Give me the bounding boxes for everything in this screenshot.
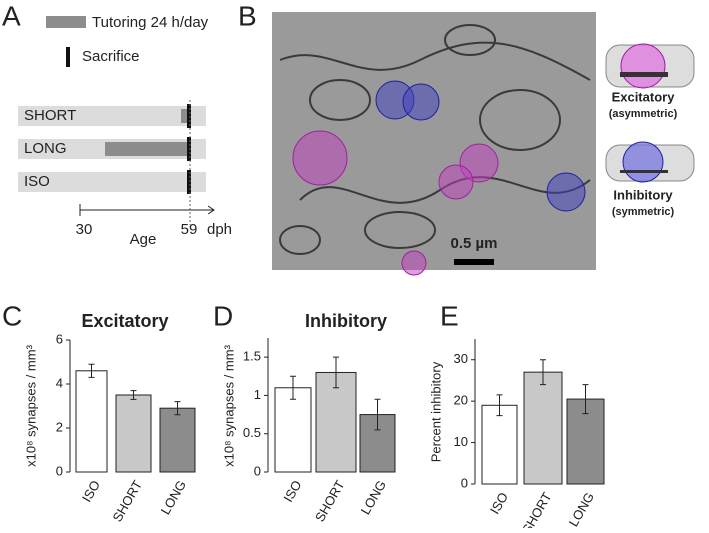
error-bar bbox=[540, 359, 546, 386]
y-tick-label: 4 bbox=[56, 375, 63, 390]
scale-bar bbox=[454, 259, 494, 265]
x-tick-label: ISO bbox=[280, 478, 304, 505]
group-label: LONG bbox=[24, 140, 67, 157]
legend-text: Tutoring 24 h/day bbox=[92, 14, 209, 31]
x-tick-label: LONG bbox=[566, 490, 597, 528]
tutoring-bar bbox=[181, 109, 189, 123]
excitatory-icon bbox=[605, 43, 695, 89]
arrow bbox=[207, 205, 215, 215]
y-tick-label: 2 bbox=[56, 419, 63, 434]
y-tick-label: 1.5 bbox=[243, 349, 261, 364]
membranes bbox=[279, 24, 591, 255]
legend-text: Sacrifice bbox=[82, 48, 140, 65]
x-tick-label: ISO bbox=[487, 490, 511, 517]
icon-subtitle: (asymmetric) bbox=[609, 108, 678, 120]
y-tick-label: 10 bbox=[454, 434, 468, 449]
panel-label: B bbox=[238, 0, 257, 31]
x-tick-label: LONG bbox=[158, 478, 189, 517]
y-tick-label: 30 bbox=[454, 351, 468, 366]
x-tick-label: ISO bbox=[79, 478, 103, 505]
bar bbox=[274, 387, 312, 473]
chart-title: Inhibitory bbox=[305, 311, 387, 331]
sacrifice bbox=[187, 170, 191, 194]
bar bbox=[159, 407, 196, 473]
y-axis-label: x10⁸ synapses / mm³ bbox=[221, 344, 236, 466]
error-bar bbox=[290, 375, 296, 400]
panel-label: E bbox=[440, 300, 459, 331]
y-axis-label: x10⁸ synapses / mm³ bbox=[23, 344, 38, 466]
y-tick-label: 0 bbox=[254, 463, 261, 478]
bar bbox=[481, 404, 518, 485]
y-axis-label: Percent inhibitory bbox=[428, 361, 443, 462]
error-bar bbox=[333, 356, 339, 389]
group-label: ISO bbox=[24, 173, 50, 190]
chart-title: Excitatory bbox=[81, 311, 168, 331]
error-bar bbox=[582, 384, 589, 415]
y-tick-label: 1 bbox=[254, 387, 261, 402]
x-tick-label: SHORT bbox=[109, 478, 145, 525]
timeline-bar bbox=[18, 106, 206, 126]
x-tick-label: LONG bbox=[358, 478, 389, 517]
error-bar bbox=[88, 363, 95, 378]
bar bbox=[115, 394, 152, 473]
error-bar bbox=[174, 401, 181, 416]
x-tick-label: SHORT bbox=[312, 478, 348, 525]
synapse-markers bbox=[292, 80, 586, 276]
bar bbox=[523, 371, 563, 485]
bar bbox=[75, 370, 108, 473]
legend-swatch bbox=[46, 16, 86, 28]
icon-subtitle: (symmetric) bbox=[612, 206, 675, 218]
sacrifice bbox=[187, 137, 191, 161]
panel-label: C bbox=[2, 300, 22, 331]
timeline-bar bbox=[18, 172, 206, 192]
group-label: SHORT bbox=[24, 107, 76, 124]
error-bar bbox=[496, 394, 503, 417]
scale-label: 0.5 µm bbox=[451, 235, 498, 252]
legend-swatch bbox=[66, 47, 70, 67]
error-bar bbox=[374, 398, 381, 431]
inhibitory-icon bbox=[605, 141, 695, 183]
y-tick-label: 0 bbox=[56, 463, 63, 478]
sacrifice bbox=[187, 104, 191, 128]
panel-label: A bbox=[2, 0, 21, 31]
y-tick-label: 0.5 bbox=[243, 425, 261, 440]
age-tick-label: 59 bbox=[181, 221, 198, 238]
icon-title: Excitatory bbox=[612, 89, 676, 104]
y-tick-label: 0 bbox=[461, 475, 468, 490]
age-tick-label: 30 bbox=[76, 221, 93, 238]
y-tick-label: 6 bbox=[56, 331, 63, 346]
x-tick-label: SHORT bbox=[519, 490, 555, 528]
y-tick-label: 20 bbox=[454, 393, 468, 408]
tutoring-bar bbox=[105, 142, 189, 156]
age-label: Age bbox=[130, 231, 157, 248]
age-unit: dph bbox=[207, 221, 232, 238]
error-bar bbox=[130, 390, 137, 400]
icon-title: Inhibitory bbox=[613, 187, 673, 202]
panel-label: D bbox=[213, 300, 233, 331]
